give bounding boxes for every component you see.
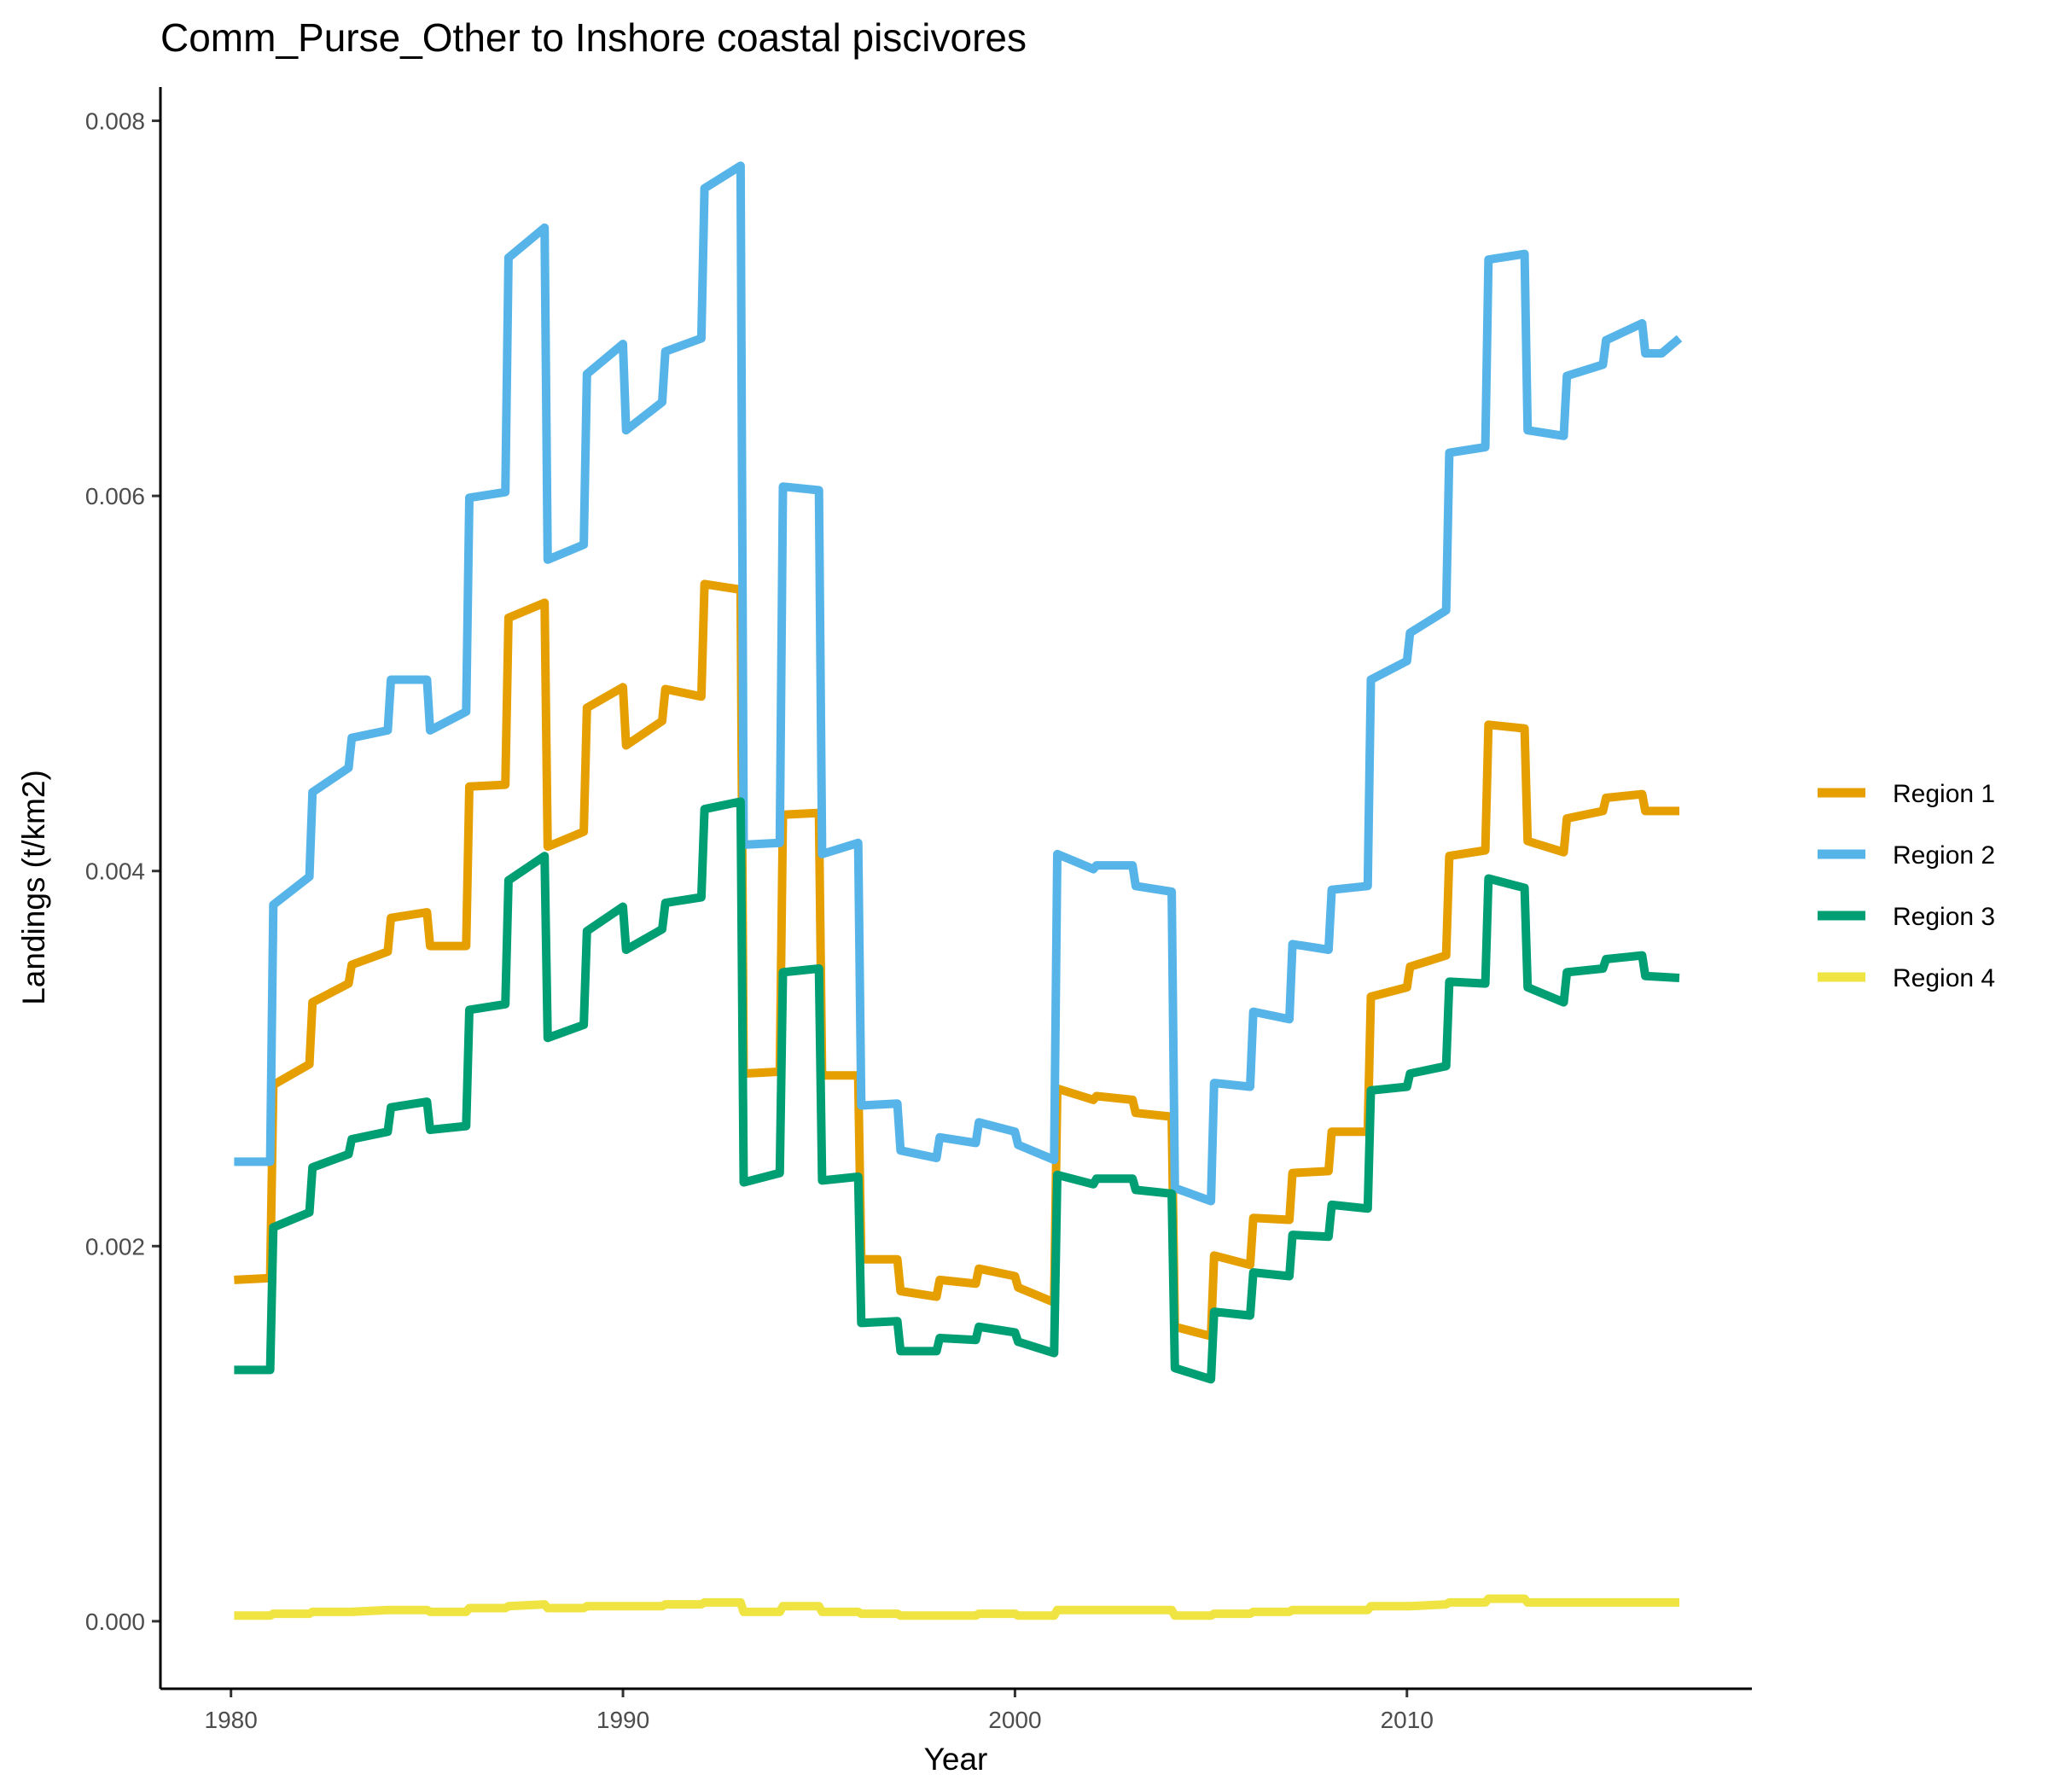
x-tick-label: 1990 [596,1707,649,1733]
y-axis-title: Landings (t/km2) [16,770,51,1005]
legend-label-region-1: Region 1 [1893,780,1995,808]
legend-label-region-2: Region 2 [1893,841,1995,870]
series-line-region-3 [234,797,1680,1384]
y-tick-label: 0.000 [85,1609,145,1635]
y-axis-ticks: 0.000 0.002 0.004 0.006 0.008 [85,108,160,1635]
series-line-region-1 [234,579,1679,1341]
y-tick-label: 0.006 [85,483,145,509]
legend: Region 1 Region 2 Region 3 Region 4 [1818,780,1995,992]
x-tick-label: 2000 [988,1707,1041,1733]
x-tick-label: 2010 [1381,1707,1434,1733]
y-tick-label: 0.004 [85,858,145,885]
x-axis-title: Year [924,1742,988,1777]
chart-title: Comm_Purse_Other to Inshore coastal pisc… [160,15,1027,60]
plot-lines [234,161,1683,1620]
series-line-region-4 [234,1594,1679,1620]
x-tick-label: 1980 [205,1707,258,1733]
x-axis-ticks: 1980 1990 2000 2010 [205,1689,1434,1733]
y-tick-label: 0.008 [85,108,145,135]
series-line-region-2 [234,161,1683,1206]
legend-label-region-4: Region 4 [1893,964,1995,992]
legend-label-region-3: Region 3 [1893,903,1995,931]
y-tick-label: 0.002 [85,1233,145,1260]
